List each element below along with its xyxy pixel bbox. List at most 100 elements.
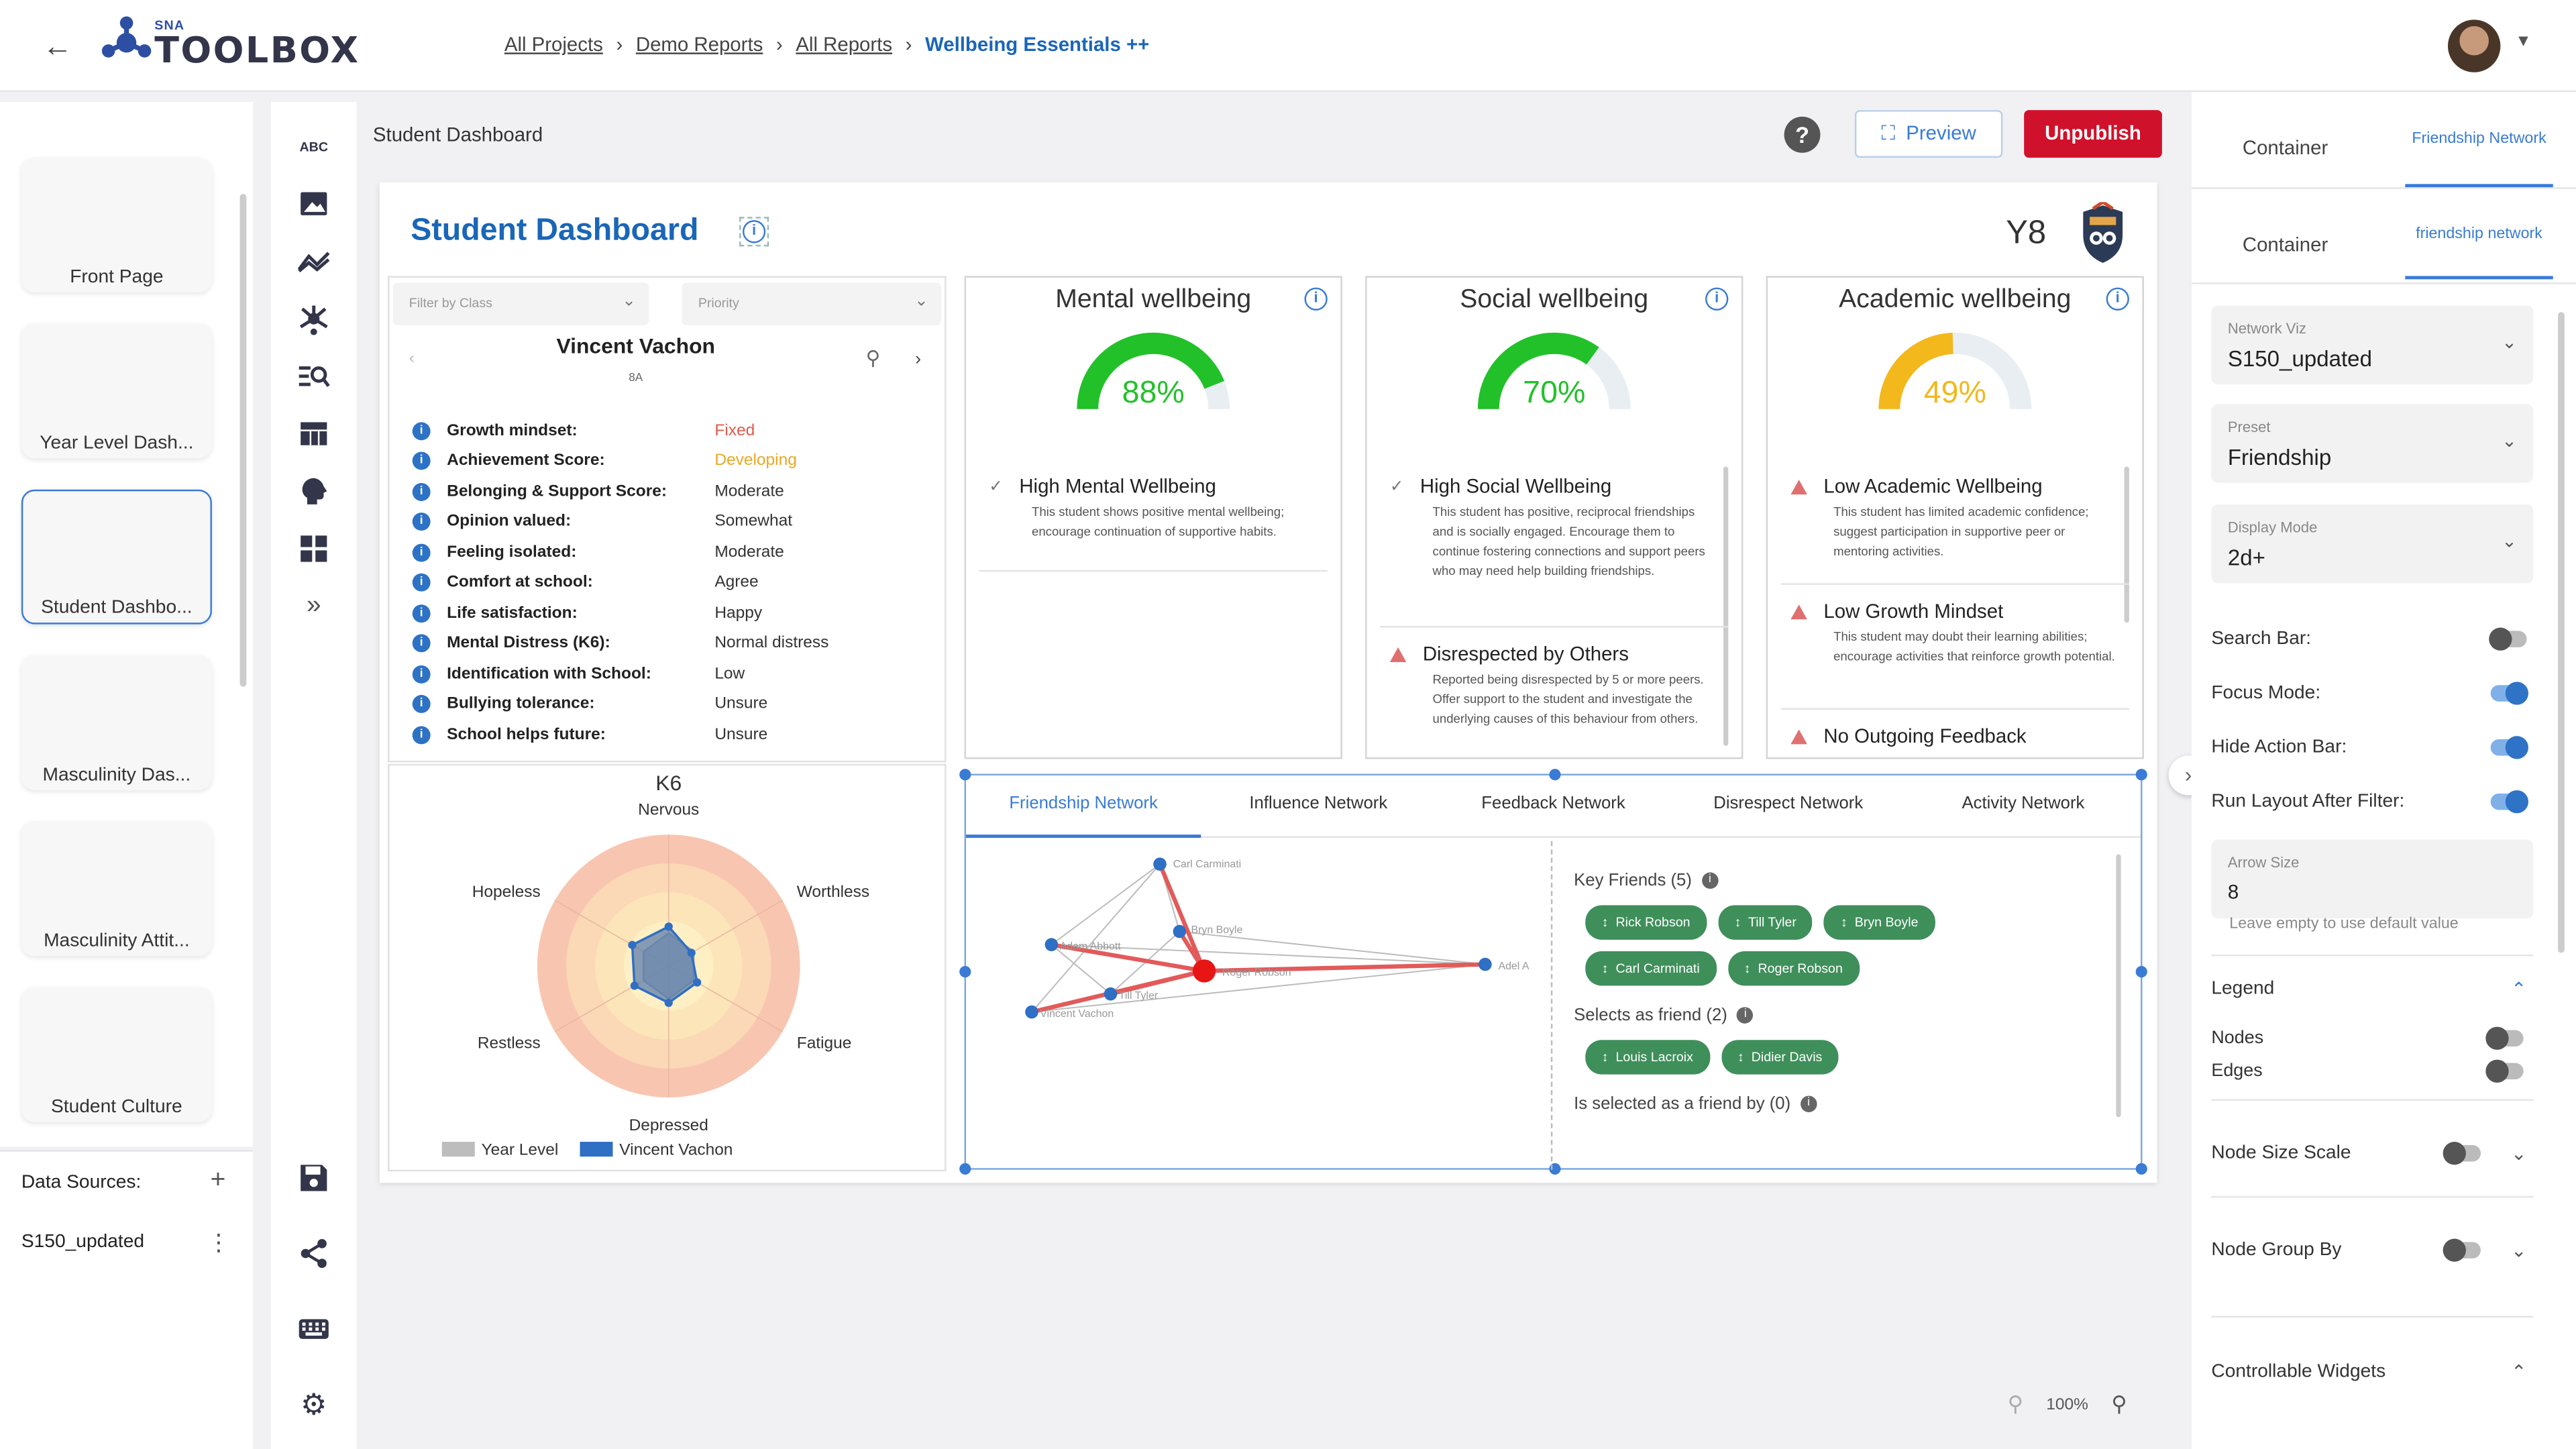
- resize-handle[interactable]: [959, 769, 971, 781]
- zoom-out-icon[interactable]: ⚲: [2007, 1391, 2024, 1417]
- info-icon[interactable]: i: [412, 604, 431, 623]
- network-node[interactable]: [1025, 1005, 1038, 1019]
- user-avatar[interactable]: [2448, 19, 2501, 72]
- friend-chip[interactable]: ↕ Till Tyler: [1718, 905, 1813, 940]
- display-mode-select[interactable]: Display Mode 2d+ ⌄: [2211, 504, 2534, 584]
- tab-friendship-network[interactable]: Friendship Network: [966, 775, 1201, 838]
- radar-point[interactable]: [693, 978, 702, 987]
- info-icon[interactable]: i: [412, 665, 431, 684]
- line-chart-icon[interactable]: [294, 241, 333, 281]
- breadcrumb-all-reports[interactable]: All Reports: [796, 32, 893, 56]
- legend-nodes-toggle[interactable]: [2485, 1026, 2524, 1050]
- radar-point[interactable]: [687, 949, 696, 957]
- info-icon[interactable]: i: [1800, 1095, 1817, 1112]
- more-options-icon[interactable]: ⋮: [207, 1228, 230, 1256]
- friend-chip[interactable]: ↕ Louis Lacroix: [1585, 1040, 1710, 1075]
- tab-container-secondary[interactable]: Container: [2242, 233, 2328, 257]
- node-group-by-toggle[interactable]: [2443, 1238, 2481, 1262]
- page-thumb-masculinity-attitudes[interactable]: Masculinity Attit...: [21, 821, 212, 957]
- chevron-down-icon[interactable]: ⌄: [2510, 1242, 2527, 1262]
- info-icon[interactable]: i: [412, 574, 431, 592]
- preview-button[interactable]: ⛶ Preview: [1854, 110, 2003, 158]
- friend-chip[interactable]: ↕ Roger Robson: [1727, 951, 1860, 986]
- breadcrumb-all-projects[interactable]: All Projects: [504, 32, 603, 56]
- resize-handle[interactable]: [1549, 769, 1561, 781]
- table-icon[interactable]: [294, 414, 333, 453]
- image-icon[interactable]: [294, 184, 333, 223]
- card-scrollbar[interactable]: [1723, 466, 1729, 746]
- info-icon[interactable]: i: [1701, 872, 1719, 889]
- network-node[interactable]: [1104, 987, 1118, 1001]
- friend-chip[interactable]: ↕ Bryn Boyle: [1824, 905, 1935, 940]
- network-node[interactable]: [1479, 957, 1492, 971]
- resize-handle[interactable]: [959, 966, 971, 978]
- add-data-source-icon[interactable]: +: [210, 1166, 226, 1195]
- network-node[interactable]: [1044, 938, 1059, 951]
- info-icon[interactable]: i: [412, 452, 431, 471]
- next-student-icon[interactable]: ›: [915, 350, 922, 370]
- tab-influence-network[interactable]: Influence Network: [1249, 793, 1388, 814]
- resize-handle[interactable]: [2135, 1163, 2147, 1175]
- legend-edges-toggle[interactable]: [2485, 1059, 2524, 1083]
- network-node[interactable]: [1153, 857, 1167, 871]
- back-arrow-icon[interactable]: ←: [42, 30, 72, 63]
- breadcrumb-demo-reports[interactable]: Demo Reports: [635, 32, 763, 56]
- pages-scrollbar[interactable]: [239, 193, 247, 687]
- page-thumb-student-dashboard[interactable]: Student Dashbo...: [21, 489, 212, 625]
- chevron-down-icon[interactable]: ⌄: [2510, 1144, 2527, 1165]
- page-thumb-front-page[interactable]: Front Page: [21, 158, 212, 292]
- chevron-up-icon[interactable]: ⌃: [2510, 1363, 2527, 1384]
- info-icon[interactable]: i: [1304, 287, 1328, 311]
- legend-row[interactable]: Legend ⌃: [2211, 979, 2533, 1001]
- network-icon[interactable]: [294, 299, 333, 339]
- share-icon[interactable]: [294, 1234, 333, 1273]
- data-source-name[interactable]: S150_updated: [21, 1232, 145, 1252]
- search-list-icon[interactable]: [294, 356, 333, 396]
- tab-friendship-network-panel[interactable]: Friendship Network: [2405, 128, 2553, 188]
- friend-chip[interactable]: ↕ Rick Robson: [1585, 905, 1707, 940]
- radar-point[interactable]: [630, 981, 639, 990]
- settings-icon[interactable]: ⚙: [300, 1387, 327, 1421]
- zoom-in-icon[interactable]: ⚲: [2111, 1391, 2127, 1417]
- network-scrollbar[interactable]: [2116, 854, 2121, 1118]
- properties-scrollbar[interactable]: [2558, 312, 2565, 953]
- run-layout-toggle[interactable]: [2490, 790, 2529, 814]
- info-icon[interactable]: i: [412, 725, 431, 744]
- info-icon[interactable]: i: [412, 421, 431, 440]
- friend-chip[interactable]: ↕ Didier Davis: [1721, 1040, 1839, 1075]
- brain-icon[interactable]: [294, 472, 333, 511]
- info-icon[interactable]: i: [1737, 1007, 1754, 1024]
- info-icon[interactable]: i: [412, 695, 431, 714]
- card-scrollbar[interactable]: [2124, 466, 2129, 623]
- resize-handle[interactable]: [959, 1163, 971, 1175]
- search-icon[interactable]: ⚲: [865, 346, 881, 370]
- tab-feedback-network[interactable]: Feedback Network: [1481, 793, 1625, 814]
- controllable-widgets-row[interactable]: Controllable Widgets ⌃: [2211, 1362, 2533, 1384]
- dashboard-title[interactable]: Student Dashboard: [411, 213, 699, 248]
- preset-select[interactable]: Preset Friendship ⌄: [2211, 404, 2534, 484]
- help-icon[interactable]: ?: [1784, 116, 1821, 153]
- tab-activity-network[interactable]: Activity Network: [1962, 793, 2085, 814]
- page-thumb-masculinity-dashboard[interactable]: Masculinity Das...: [21, 655, 212, 790]
- network-viz-select[interactable]: Network Viz S150_updated ⌄: [2211, 305, 2534, 385]
- radar-point[interactable]: [628, 941, 637, 949]
- node-size-scale-toggle[interactable]: [2443, 1142, 2481, 1165]
- chevron-down-icon[interactable]: ▼: [2515, 32, 2532, 51]
- info-icon[interactable]: i: [1705, 287, 1729, 311]
- tab-container[interactable]: Container: [2242, 136, 2328, 160]
- priority-select[interactable]: Priority ⌄: [682, 282, 942, 325]
- info-icon[interactable]: i: [412, 482, 431, 501]
- expand-icon[interactable]: »: [306, 591, 321, 620]
- logo[interactable]: SNA TOOLBOX: [99, 15, 358, 74]
- text-abc-icon[interactable]: ABC: [299, 138, 328, 154]
- info-icon[interactable]: i: [412, 634, 431, 653]
- save-icon[interactable]: [294, 1159, 333, 1198]
- tab-disrespect-network[interactable]: Disrespect Network: [1713, 793, 1864, 814]
- friendship-network-graph[interactable]: Carl Carminati Bryn Boyle Adam Abbott Ro…: [966, 841, 1552, 1170]
- arrow-size-input[interactable]: Arrow Size 8: [2211, 839, 2534, 918]
- filter-by-class-select[interactable]: Filter by Class ⌄: [392, 282, 649, 325]
- keyboard-icon[interactable]: [294, 1309, 333, 1349]
- previous-student-icon[interactable]: ‹: [409, 350, 415, 368]
- page-thumb-student-culture[interactable]: Student Culture: [21, 987, 212, 1122]
- unpublish-button[interactable]: Unpublish: [2024, 110, 2162, 158]
